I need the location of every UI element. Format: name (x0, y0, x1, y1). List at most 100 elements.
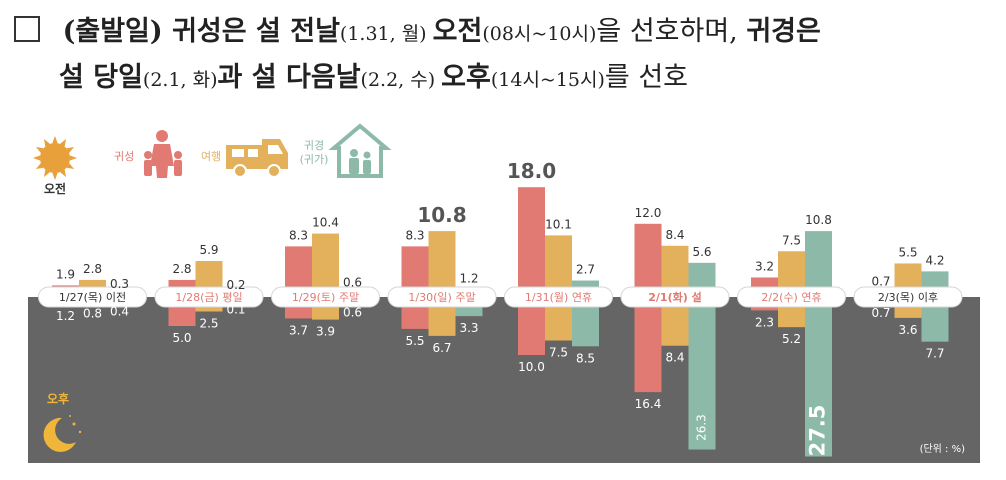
unit-label: (단위 : %) (920, 442, 966, 455)
headline-line-2: 설 당일(2.1, 화)과 설 다음날(2.2, 수) 오후(14시~15시)를… (14, 56, 994, 102)
moon-icon (43, 415, 82, 452)
value-label-pm: 6.7 (432, 341, 451, 355)
bar-pm-home (634, 297, 662, 393)
date-pill-label: 1/31(월) 연휴 (525, 291, 592, 304)
date-pill-label: 1/30(일) 주말 (408, 290, 475, 304)
value-label-am: 5.9 (199, 243, 218, 257)
headline-segment: 귀경은 (746, 16, 821, 47)
headline-segment: (08시~10시) (482, 23, 597, 45)
legend-home-label: 귀성 (114, 150, 134, 163)
value-label-am: 2.7 (576, 263, 595, 277)
value-label-am: 5.6 (692, 245, 711, 259)
date-pill (38, 286, 147, 308)
legend-return-sublabel: (귀가) (300, 153, 329, 166)
legend-travel-label: 여행 (201, 150, 221, 163)
legend-return-label: 귀경 (304, 139, 324, 152)
value-label-pm: 7.5 (549, 346, 568, 360)
value-label-am: 10.4 (312, 216, 339, 230)
headline-segment: (1.31, 월) (339, 23, 433, 45)
headline-segment: 를 선호 (604, 62, 689, 93)
headline-line-1: (출발일) 귀성은 설 전날(1.31, 월) 오전(08시~10시)을 선호하… (14, 10, 994, 56)
headline-segment: (14시~15시) (490, 69, 605, 91)
headline-segment: 오후 (441, 62, 491, 93)
value-label-am: 0.3 (110, 277, 129, 291)
pm-label: 오후 (47, 391, 69, 406)
value-label-pm: 0.1 (226, 303, 245, 317)
value-labels: 1.9 1.2 2.8 0.8 0.3 0.4 2.8 5.0 5.9 2.5 0.2 0.1 8.3 3… (56, 159, 945, 456)
am-label: 오전 (44, 181, 66, 196)
sun-ray (52, 136, 58, 144)
value-label-pm: 5.5 (405, 334, 424, 348)
bars-layer (52, 187, 949, 457)
value-label-pm: 1.2 (56, 309, 75, 323)
bar-pm-return (688, 297, 716, 450)
date-pill-label: 2/1(화) 설 (648, 290, 701, 304)
headline-segment: 을 선호하며, (596, 16, 747, 47)
date-pill-label: 1/27(목) 이전 (59, 291, 126, 304)
value-label-am: 0.7 (871, 275, 890, 289)
value-label-am: 1.9 (56, 267, 75, 281)
date-pill-label: 1/29(토) 주말 (292, 291, 359, 304)
value-label-pm: 0.7 (871, 306, 890, 320)
date-pill (504, 286, 613, 308)
value-label-am: 2.8 (83, 262, 102, 276)
date-pill (620, 286, 730, 308)
bar-pm-return (805, 297, 832, 457)
date-pill (387, 286, 497, 308)
bar-am-travel (312, 233, 339, 297)
value-label-pm: 0.4 (110, 304, 129, 318)
value-label-pm: 16.4 (635, 397, 662, 411)
bar-am-home (518, 187, 545, 297)
headline-segment: (2.1, 화) (142, 69, 218, 91)
value-label-pm: 8.4 (665, 351, 684, 365)
family-icon (144, 130, 182, 178)
value-label-pm: 3.3 (459, 321, 478, 335)
value-label-pm: 7.7 (925, 347, 944, 361)
value-label-am: 8.3 (289, 228, 308, 242)
sun-ray (69, 155, 77, 161)
value-label-am: 12.0 (635, 206, 662, 220)
sun-icon (33, 136, 77, 180)
headline-segment: 오전 (432, 16, 483, 47)
value-label-am: 7.5 (782, 233, 801, 247)
bar-am-home (634, 223, 662, 297)
bar-am-return (805, 231, 832, 297)
value-label-am: 8.3 (405, 228, 424, 242)
value-label-pm: 3.7 (289, 323, 308, 337)
date-pill-label: 2/2(수) 연휴 (761, 291, 821, 304)
value-label-am: 10.8 (417, 203, 466, 227)
date-pill-label: 2/3(목) 이후 (878, 291, 938, 304)
house-icon (328, 123, 392, 178)
value-label-pm: 10.0 (518, 360, 545, 374)
date-pill (853, 286, 963, 308)
value-label-am: 3.2 (755, 259, 774, 273)
date-pill (154, 286, 264, 308)
value-label-pm: 5.2 (782, 332, 801, 346)
checkbox-square-icon (14, 16, 40, 42)
value-label-pm: 2.5 (199, 317, 218, 331)
value-label-am: 10.8 (805, 213, 832, 227)
value-label-am: 4.2 (925, 253, 944, 267)
value-label-pm: 2.3 (755, 315, 774, 329)
sun-ray (52, 172, 58, 180)
sun-ray (33, 155, 41, 161)
headline-segment: (출발일) 귀성은 설 전날 (62, 16, 340, 47)
headline: (출발일) 귀성은 설 전날(1.31, 월) 오전(08시~10시)을 선호하… (14, 10, 994, 102)
value-label-pm: 27.5 (806, 405, 830, 457)
headline-segment: 설 당일 (59, 62, 143, 93)
value-label-am: 10.1 (545, 217, 572, 231)
value-label-pm: 0.8 (83, 307, 102, 321)
value-label-am: 0.2 (226, 278, 245, 292)
value-label-am: 8.4 (665, 228, 684, 242)
value-label-am: 2.8 (172, 262, 191, 276)
date-pills: 1/27(목) 이전 1/28(금) 평일 1/29(토) 주말 1/30(일) 주말… (38, 286, 963, 308)
headline-segment: (2.2, 수) (360, 69, 442, 91)
value-label-am: 18.0 (507, 159, 556, 183)
date-pill-label: 1/28(금) 평일 (175, 290, 242, 304)
date-pill (271, 286, 380, 308)
value-label-am: 0.6 (343, 275, 362, 289)
value-label-pm: 0.6 (343, 305, 362, 319)
date-pill (737, 286, 846, 308)
bar-am-travel (428, 231, 456, 297)
